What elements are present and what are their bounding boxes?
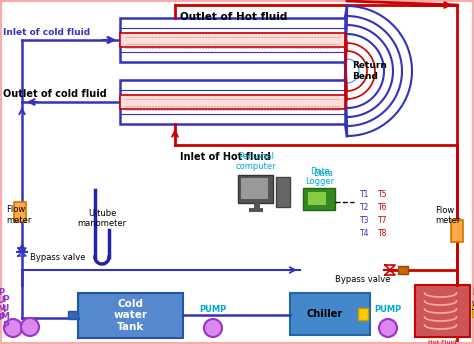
Text: T6: T6 [378, 203, 388, 212]
Text: P
U
M
P: P U M P [0, 288, 5, 322]
Text: T4: T4 [360, 229, 370, 238]
Text: U-tube
manometer: U-tube manometer [77, 208, 127, 228]
Bar [241, 178, 268, 199]
Bar [290, 293, 370, 335]
Bar [120, 80, 345, 124]
Text: Inlet of Hot fluid: Inlet of Hot fluid [180, 152, 271, 162]
Text: Outlet of cold fluid: Outlet of cold fluid [3, 89, 107, 99]
Bar [14, 202, 26, 222]
Bar [68, 311, 78, 319]
Bar [451, 220, 463, 242]
Text: T7: T7 [378, 216, 388, 225]
Bar [254, 203, 260, 208]
Bar [120, 33, 345, 47]
Text: Hot Fluid: Hot Fluid [428, 340, 456, 344]
Circle shape [379, 319, 397, 337]
Text: Flow
meter: Flow meter [435, 206, 460, 225]
Bar [303, 188, 335, 210]
Circle shape [21, 318, 39, 336]
Bar [358, 308, 368, 320]
Text: T2: T2 [360, 203, 369, 212]
Text: Bypass valve: Bypass valve [30, 252, 85, 261]
Bar [398, 266, 408, 274]
Bar [120, 18, 345, 62]
Text: Hot
water
Tank: Hot water Tank [472, 288, 474, 318]
Circle shape [204, 319, 222, 337]
Bar [415, 285, 470, 337]
Text: T3: T3 [360, 216, 370, 225]
Text: Return
Bend: Return Bend [352, 61, 387, 81]
Text: Outlet of Hot fluid: Outlet of Hot fluid [180, 12, 287, 22]
Bar [249, 208, 263, 212]
Text: Chiller: Chiller [307, 309, 343, 319]
Text: PUMP: PUMP [200, 305, 227, 314]
Bar [276, 177, 290, 207]
Bar [308, 192, 326, 205]
Text: Inlet of cold fluid: Inlet of cold fluid [3, 28, 90, 37]
Circle shape [4, 319, 22, 337]
Text: P
U
M
P: P U M P [0, 295, 9, 330]
Text: T8: T8 [378, 229, 387, 238]
Text: T5: T5 [378, 190, 388, 199]
Text: PUMP: PUMP [374, 305, 401, 314]
Bar [120, 95, 345, 109]
Bar [78, 293, 183, 338]
Text: Data: Data [313, 169, 333, 178]
Text: Cold
water
Tank: Cold water Tank [113, 299, 147, 332]
Text: Bypass valve: Bypass valve [335, 275, 391, 284]
Text: Flow
meter: Flow meter [6, 205, 31, 225]
Text: Data
Logger: Data Logger [305, 166, 335, 186]
Text: Personal
computer: Personal computer [236, 152, 276, 171]
Bar [238, 175, 273, 203]
Text: T1: T1 [360, 190, 369, 199]
Bar [472, 305, 474, 317]
